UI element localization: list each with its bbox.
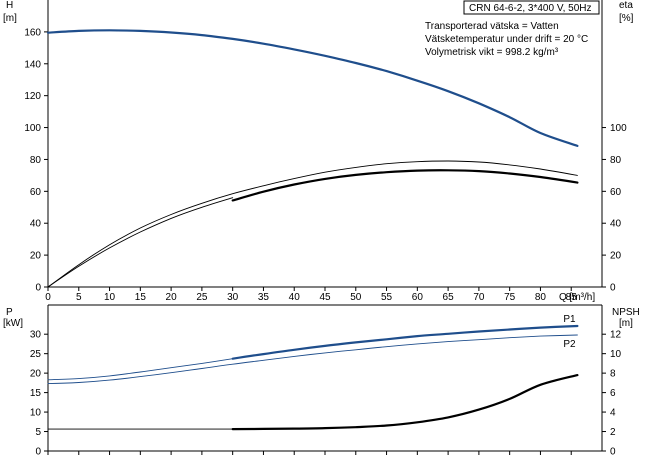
top-left-y-tick-label: 160	[24, 27, 41, 38]
bottom-left-y-tick-label: 10	[30, 408, 42, 419]
npsh-axis-unit: [m]	[619, 318, 633, 329]
top-right-y-tick-label: 40	[610, 219, 622, 230]
top-x-tick-label: 0	[45, 292, 51, 303]
top-left-y-tick-label: 40	[30, 219, 42, 230]
top-x-tick-label: 75	[504, 292, 516, 303]
p-axis-unit: [kW]	[3, 318, 23, 329]
top-right-y-tick-label: 80	[610, 155, 622, 166]
q-axis-label: Q [m³/h]	[559, 292, 595, 303]
top-right-y-tick-label: 100	[610, 123, 627, 134]
top-right-y-tick-label: 20	[610, 251, 622, 262]
bottom-series-line-p1	[47, 358, 234, 381]
top-x-tick-label: 10	[104, 292, 116, 303]
info-line-density: Volymetrisk vikt = 998.2 kg/m³	[425, 47, 559, 58]
bottom-right-y-tick-label: 2	[610, 427, 616, 438]
eta-axis-unit: [%]	[619, 13, 634, 24]
top-x-tick-label: 40	[289, 292, 301, 303]
top-x-tick-label: 70	[473, 292, 485, 303]
bottom-left-y-tick-label: 25	[30, 349, 42, 360]
bottom-left-y-tick-label: 20	[30, 369, 42, 380]
top-left-y-tick-label: 120	[24, 91, 41, 102]
top-left-y-tick-label: 20	[30, 251, 42, 262]
top-series-line-curve-1	[47, 160, 578, 288]
top-series-line-curve-0	[46, 29, 579, 147]
top-x-tick-label: 55	[381, 292, 393, 303]
h-axis-unit: [m]	[3, 13, 17, 24]
chart-marks: 0 5 10 15 20 25 30 35 40 45 50 55 60 65 70 75 80 85020406…	[24, 0, 627, 458]
bottom-right-y-tick-label: 12	[610, 330, 622, 341]
bottom-right-y-tick-label: 10	[610, 349, 622, 360]
top-x-tick-label: 85	[566, 292, 578, 303]
top-x-tick-label: 25	[196, 292, 208, 303]
info-line-temperature: Vätsketemperatur under drift = 20 °C	[425, 34, 588, 45]
bottom-left-y-tick-label: 0	[35, 447, 41, 458]
top-x-tick-label: 60	[412, 292, 424, 303]
top-x-tick-label: 45	[319, 292, 331, 303]
top-right-y-tick-label: 60	[610, 187, 622, 198]
top-x-tick-label: 80	[535, 292, 547, 303]
top-x-tick-label: 30	[227, 292, 239, 303]
info-line-fluid: Transporterad vätska = Vatten	[425, 21, 559, 32]
bottom-right-y-tick-label: 6	[610, 388, 616, 399]
pump-title-box	[463, 0, 600, 15]
top-left-y-tick-label: 100	[24, 123, 41, 134]
bottom-left-y-tick-label: 5	[35, 427, 41, 438]
bottom-left-y-tick-label: 15	[30, 388, 42, 399]
npsh-axis-label: NPSH	[612, 307, 640, 318]
bottom-series-line-curve-4	[231, 374, 579, 431]
h-axis-label: H	[6, 0, 13, 11]
bottom-left-y-tick-label: 30	[30, 330, 42, 341]
top-x-tick-label: 35	[258, 292, 270, 303]
top-right-y-tick-label: 0	[610, 283, 616, 294]
bottom-right-y-tick-label: 4	[610, 408, 616, 419]
top-series-line-curve-2	[47, 197, 234, 288]
top-x-tick-label: 50	[350, 292, 362, 303]
bottom-series-line-p1	[231, 324, 579, 360]
top-x-tick-label: 65	[443, 292, 455, 303]
pump-title: CRN 64-6-2, 3*400 V, 50Hz	[469, 3, 591, 14]
eta-axis-label: eta	[619, 0, 633, 11]
top-left-y-tick-label: 60	[30, 187, 42, 198]
top-left-y-tick-label: 0	[35, 283, 41, 294]
bottom-right-y-tick-label: 8	[610, 369, 616, 380]
top-left-y-tick-label: 80	[30, 155, 42, 166]
p-axis-label: P	[6, 307, 13, 318]
bottom-series-line-p2	[47, 334, 578, 385]
bottom-series-label-p1: P1	[563, 314, 576, 325]
top-x-tick-label: 15	[135, 292, 147, 303]
top-left-y-tick-label: 140	[24, 59, 41, 70]
bottom-right-y-tick-label: 0	[610, 447, 616, 458]
top-x-tick-label: 5	[76, 292, 82, 303]
top-x-tick-label: 20	[166, 292, 178, 303]
bottom-series-label-p2: P2	[563, 339, 576, 350]
top-series-line-curve-3	[231, 169, 579, 202]
